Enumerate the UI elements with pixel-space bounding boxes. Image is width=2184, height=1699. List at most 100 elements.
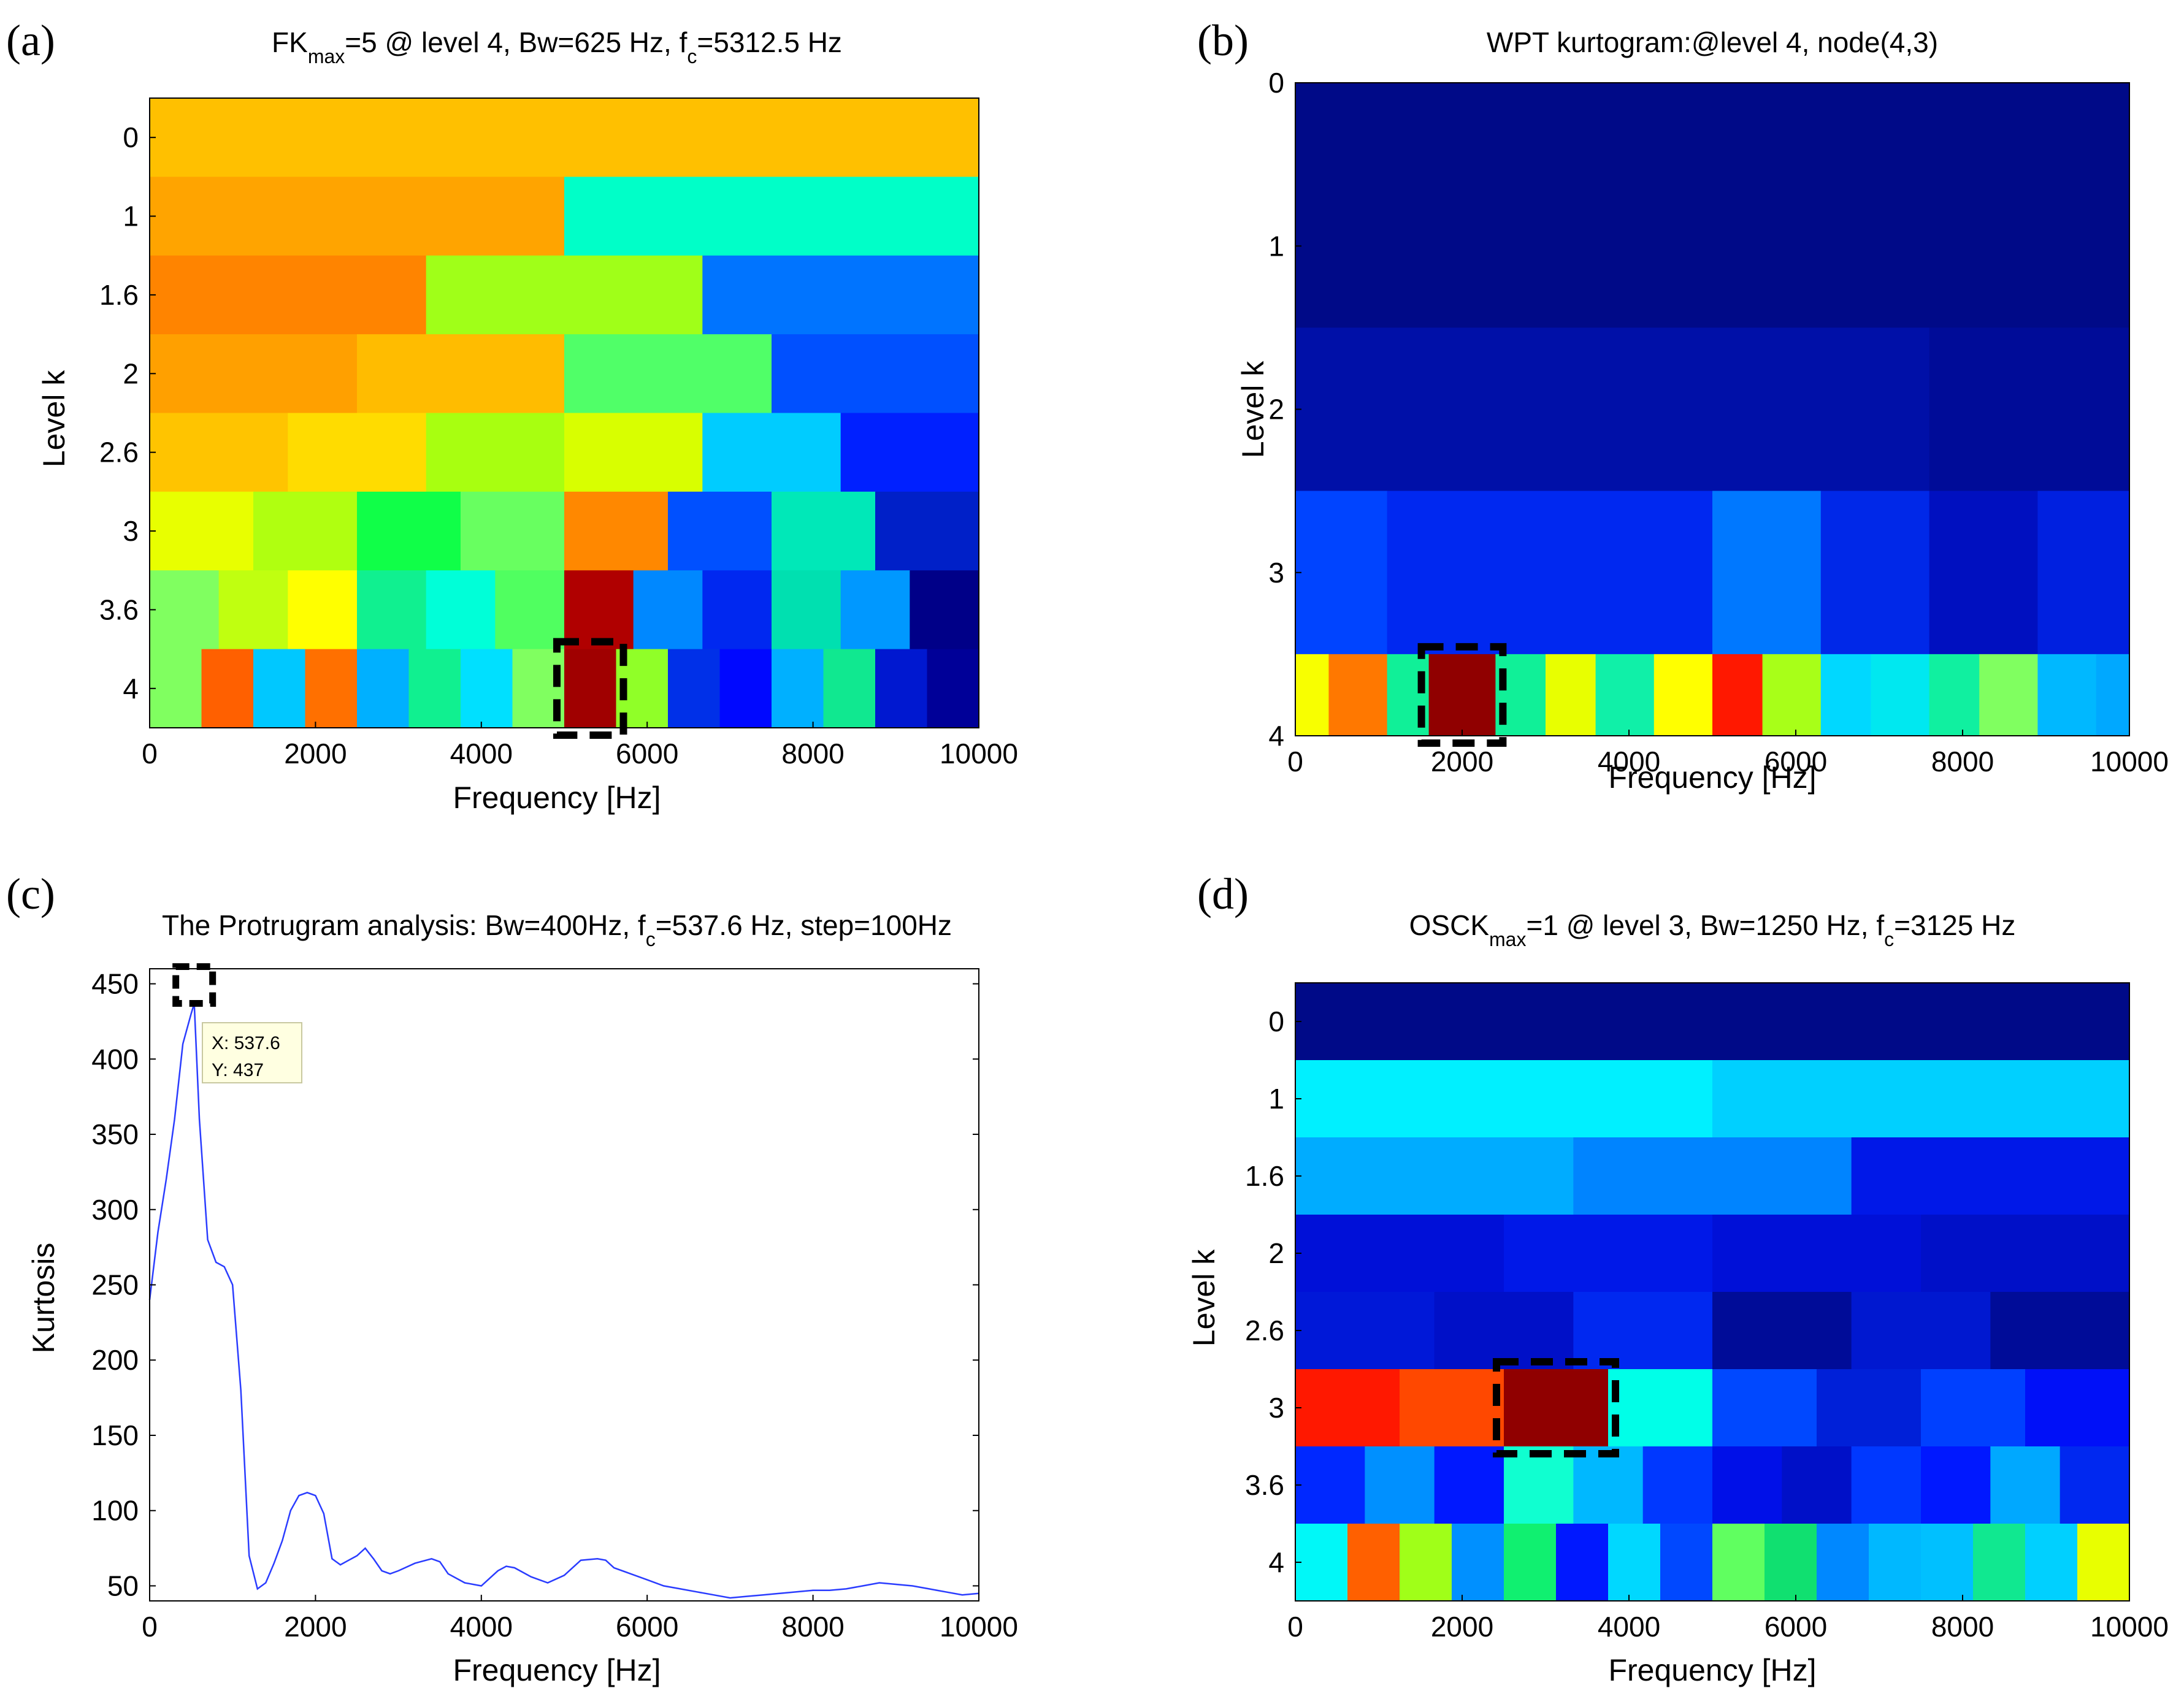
y-tick-label: 450 [91, 968, 139, 1000]
heatmap-cell [426, 255, 703, 335]
y-tick-label: 50 [107, 1570, 139, 1602]
heatmap-cell [1712, 654, 1763, 736]
heatmap-cell [357, 649, 410, 728]
heatmap-cell [1921, 1369, 2026, 1447]
heatmap-cell [1295, 1137, 1574, 1215]
heatmap-cell [1556, 1524, 1609, 1602]
y-tick-label: 1.6 [99, 279, 139, 311]
heatmap-cell [150, 177, 565, 256]
heatmap-cell [1347, 1524, 1400, 1602]
heatmap-cell [1295, 1215, 1504, 1292]
heatmap-cell [1817, 1369, 1922, 1447]
x-tick-label: 0 [1287, 746, 1303, 777]
heatmap-cell [1295, 491, 1388, 655]
selection-box [553, 638, 627, 739]
x-tick-label: 2000 [1431, 1611, 1493, 1643]
heatmap-cell [1295, 654, 1329, 736]
heatmap-cell [2059, 1446, 2130, 1524]
heatmap-cell [426, 413, 565, 492]
x-tick-label: 4000 [1598, 746, 1660, 777]
heatmap-cell [1871, 654, 1930, 736]
heatmap-cell [1295, 1292, 1435, 1370]
x-axis-label-a: Frequency [Hz] [453, 781, 661, 815]
x-tick-label: 0 [142, 738, 158, 769]
y-tick-label: 2.6 [99, 437, 139, 468]
heatmap-cell [1929, 327, 2130, 492]
heatmap-cell [564, 491, 669, 571]
y-tick-label: 250 [91, 1269, 139, 1301]
heatmap-cell [288, 570, 358, 650]
heatmap-cell [150, 649, 202, 728]
y-axis-label-d: Level k [1187, 1249, 1221, 1346]
y-tick-label: 4 [123, 673, 139, 704]
heatmap-cell [1573, 1137, 1852, 1215]
heatmap-cell [702, 570, 772, 650]
heatmap-cell [772, 334, 979, 414]
x-tick-label: 6000 [616, 738, 678, 769]
heatmap-cell [2077, 1524, 2130, 1602]
heatmap-cell [564, 413, 703, 492]
heatmap-cell [461, 649, 513, 728]
heatmap-cell [1295, 83, 2130, 328]
heatmap-cell [564, 570, 634, 650]
x-tick-label: 8000 [781, 1611, 844, 1643]
heatmap-cell [1608, 1369, 1713, 1447]
heatmap-cell [1762, 654, 1822, 736]
chart-title-a: FKmax=5 @ level 4, Bw=625 Hz, fc=5312.5 … [272, 26, 842, 67]
y-axis-label-b: Level k [1236, 361, 1270, 458]
heatmap-cell [1504, 1524, 1557, 1602]
heatmap-cell [2037, 491, 2130, 655]
heatmap-cell [1712, 1060, 2130, 1138]
x-tick-label: 10000 [2090, 1611, 2169, 1643]
heatmap-cell [1990, 1292, 2130, 1370]
data-tip: X: 537.6 Y: 437 [202, 1022, 302, 1083]
heatmap-cell [1595, 654, 1655, 736]
heatmap-cell [201, 649, 254, 728]
y-tick-label: 0 [123, 121, 139, 153]
heatmap-cell [1712, 1369, 1817, 1447]
heatmap-cell [564, 334, 772, 414]
heatmap-cell [357, 491, 461, 571]
heatmap-cell [1973, 1524, 2026, 1602]
x-tick-label: 4000 [450, 1611, 513, 1643]
heatmap-cell [1653, 654, 1713, 736]
y-tick-label: 400 [91, 1043, 139, 1075]
heatmap-cell [1851, 1446, 1922, 1524]
heatmap-cell [564, 649, 617, 728]
heatmap-cell [1365, 1446, 1435, 1524]
y-tick-label: 150 [91, 1419, 139, 1451]
heatmap-cell [1504, 1446, 1574, 1524]
y-tick-label: 2 [123, 357, 139, 389]
heatmap-cell [288, 413, 427, 492]
heatmap-cell [927, 649, 979, 728]
heatmap-cell [1573, 1292, 1713, 1370]
plot-frame [149, 968, 979, 1602]
heatmap-cell [2096, 654, 2130, 736]
x-axis-label-d: Frequency [Hz] [1608, 1653, 1816, 1687]
x-tick-label: 4000 [1598, 1611, 1660, 1643]
panel-label-c: (c) [6, 869, 55, 918]
heatmap-cell [1921, 1215, 2130, 1292]
y-tick-label: 2.6 [1245, 1315, 1284, 1346]
heatmap-cell [1434, 1446, 1504, 1524]
y-tick-label: 300 [91, 1194, 139, 1226]
y-axis-label-a: Level k [37, 370, 71, 467]
y-tick-label: 1 [123, 200, 139, 232]
heatmap-cell [1764, 1524, 1817, 1602]
heatmap-cell [150, 255, 427, 335]
heatmap-cell [840, 413, 979, 492]
plot-frame [1295, 82, 2130, 736]
x-axis-label-c: Frequency [Hz] [453, 1653, 661, 1687]
panel-label-b: (b) [1197, 16, 1249, 65]
y-tick-label: 4 [1268, 1546, 1284, 1578]
heatmap-cell [772, 649, 824, 728]
heatmap-cell [2025, 1524, 2078, 1602]
x-tick-label: 2000 [284, 1611, 347, 1643]
heatmap-cell [253, 491, 358, 571]
y-tick-label: 0 [1268, 1006, 1284, 1037]
chart-title-d: OSCKmax=1 @ level 3, Bw=1250 Hz, fc=3125… [1409, 909, 2016, 950]
y-tick-label: 3 [123, 515, 139, 547]
heatmap-cell [218, 570, 288, 650]
x-tick-label: 8000 [1931, 1611, 1994, 1643]
